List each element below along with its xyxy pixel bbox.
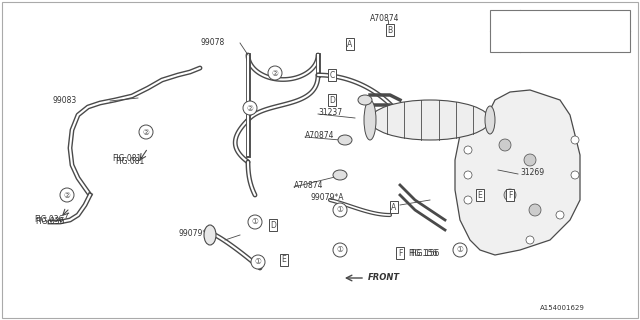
Circle shape (497, 12, 513, 28)
Circle shape (139, 125, 153, 139)
Circle shape (60, 188, 74, 202)
Text: ①: ① (456, 245, 463, 254)
Circle shape (251, 255, 265, 269)
Circle shape (248, 215, 262, 229)
Circle shape (243, 101, 257, 115)
Text: ①: ① (255, 258, 261, 267)
Circle shape (464, 171, 472, 179)
Circle shape (453, 243, 467, 257)
Circle shape (524, 154, 536, 166)
Ellipse shape (370, 100, 490, 140)
Text: 99079*B: 99079*B (178, 228, 211, 237)
Circle shape (556, 211, 564, 219)
Circle shape (497, 33, 513, 49)
Text: ②: ② (501, 15, 509, 25)
Text: ②: ② (63, 190, 70, 199)
Circle shape (526, 236, 534, 244)
Text: E: E (282, 255, 286, 265)
Text: FIG.081: FIG.081 (115, 156, 144, 165)
Text: A154001629: A154001629 (540, 305, 585, 311)
Ellipse shape (204, 225, 216, 245)
Bar (490, 10, 630, 52)
Circle shape (571, 136, 579, 144)
Circle shape (499, 139, 511, 151)
Text: ②: ② (246, 103, 253, 113)
Circle shape (464, 146, 472, 154)
Text: ①: ① (501, 36, 509, 45)
Circle shape (333, 243, 347, 257)
Text: A: A (348, 39, 353, 49)
Circle shape (268, 66, 282, 80)
Text: ②: ② (271, 68, 278, 77)
Text: 31237: 31237 (318, 108, 342, 116)
Text: ①: ① (337, 245, 344, 254)
Ellipse shape (338, 135, 352, 145)
Circle shape (333, 203, 347, 217)
Text: W170062: W170062 (528, 36, 572, 45)
Text: F: F (508, 190, 512, 199)
Text: FIG.156: FIG.156 (410, 250, 440, 259)
Polygon shape (455, 90, 580, 255)
Text: 99078: 99078 (200, 37, 224, 46)
Text: FRONT: FRONT (368, 274, 400, 283)
Circle shape (571, 171, 579, 179)
Circle shape (504, 189, 516, 201)
Text: ②: ② (143, 127, 149, 137)
Ellipse shape (358, 95, 372, 105)
Circle shape (464, 196, 472, 204)
Text: ①: ① (337, 205, 344, 214)
Text: A70874: A70874 (305, 131, 335, 140)
Text: FIG.081: FIG.081 (112, 154, 141, 163)
Text: FIG.036: FIG.036 (34, 215, 63, 225)
Ellipse shape (485, 106, 495, 134)
Text: FIG.036: FIG.036 (35, 218, 65, 227)
Text: E: E (477, 190, 483, 199)
Text: A70874: A70874 (370, 13, 399, 22)
Circle shape (529, 204, 541, 216)
Text: FIG.156: FIG.156 (408, 249, 437, 258)
Text: F91916: F91916 (528, 15, 562, 25)
Text: 99079*A: 99079*A (310, 194, 344, 203)
Text: ①: ① (252, 218, 259, 227)
Text: 31269: 31269 (520, 167, 544, 177)
Ellipse shape (364, 100, 376, 140)
Ellipse shape (333, 170, 347, 180)
Text: A: A (392, 203, 397, 212)
Text: A70874: A70874 (294, 180, 323, 189)
Text: F: F (398, 249, 402, 258)
Text: D: D (270, 220, 276, 229)
Text: B: B (387, 26, 392, 35)
Text: D: D (329, 95, 335, 105)
Text: 99083: 99083 (52, 95, 76, 105)
Text: C: C (330, 70, 335, 79)
